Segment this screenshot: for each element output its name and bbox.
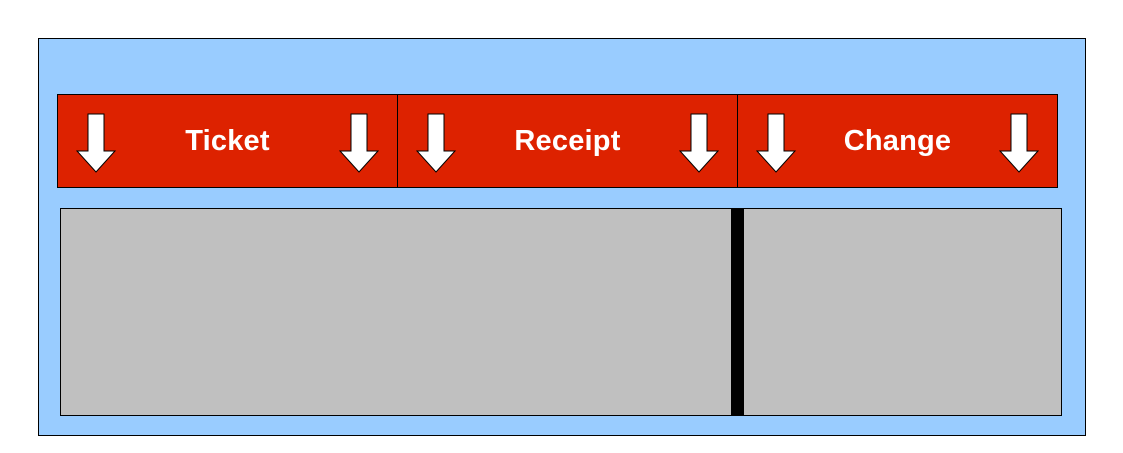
- slot-label-ticket: Ticket: [185, 124, 270, 157]
- slot-label-receipt: Receipt: [514, 124, 621, 157]
- tray-divider: [731, 208, 744, 416]
- down-arrow-icon: [76, 113, 116, 173]
- slot-change[interactable]: Change: [738, 94, 1058, 188]
- slot-label-change: Change: [843, 124, 952, 157]
- output-slot-bar: Ticket Receipt Change: [57, 94, 1058, 188]
- down-arrow-icon: [416, 113, 456, 173]
- slot-receipt[interactable]: Receipt: [398, 94, 738, 188]
- down-arrow-icon: [756, 113, 796, 173]
- down-arrow-icon: [999, 113, 1039, 173]
- collection-tray[interactable]: [60, 208, 1062, 416]
- down-arrow-icon: [339, 113, 379, 173]
- slot-ticket[interactable]: Ticket: [57, 94, 398, 188]
- down-arrow-icon: [679, 113, 719, 173]
